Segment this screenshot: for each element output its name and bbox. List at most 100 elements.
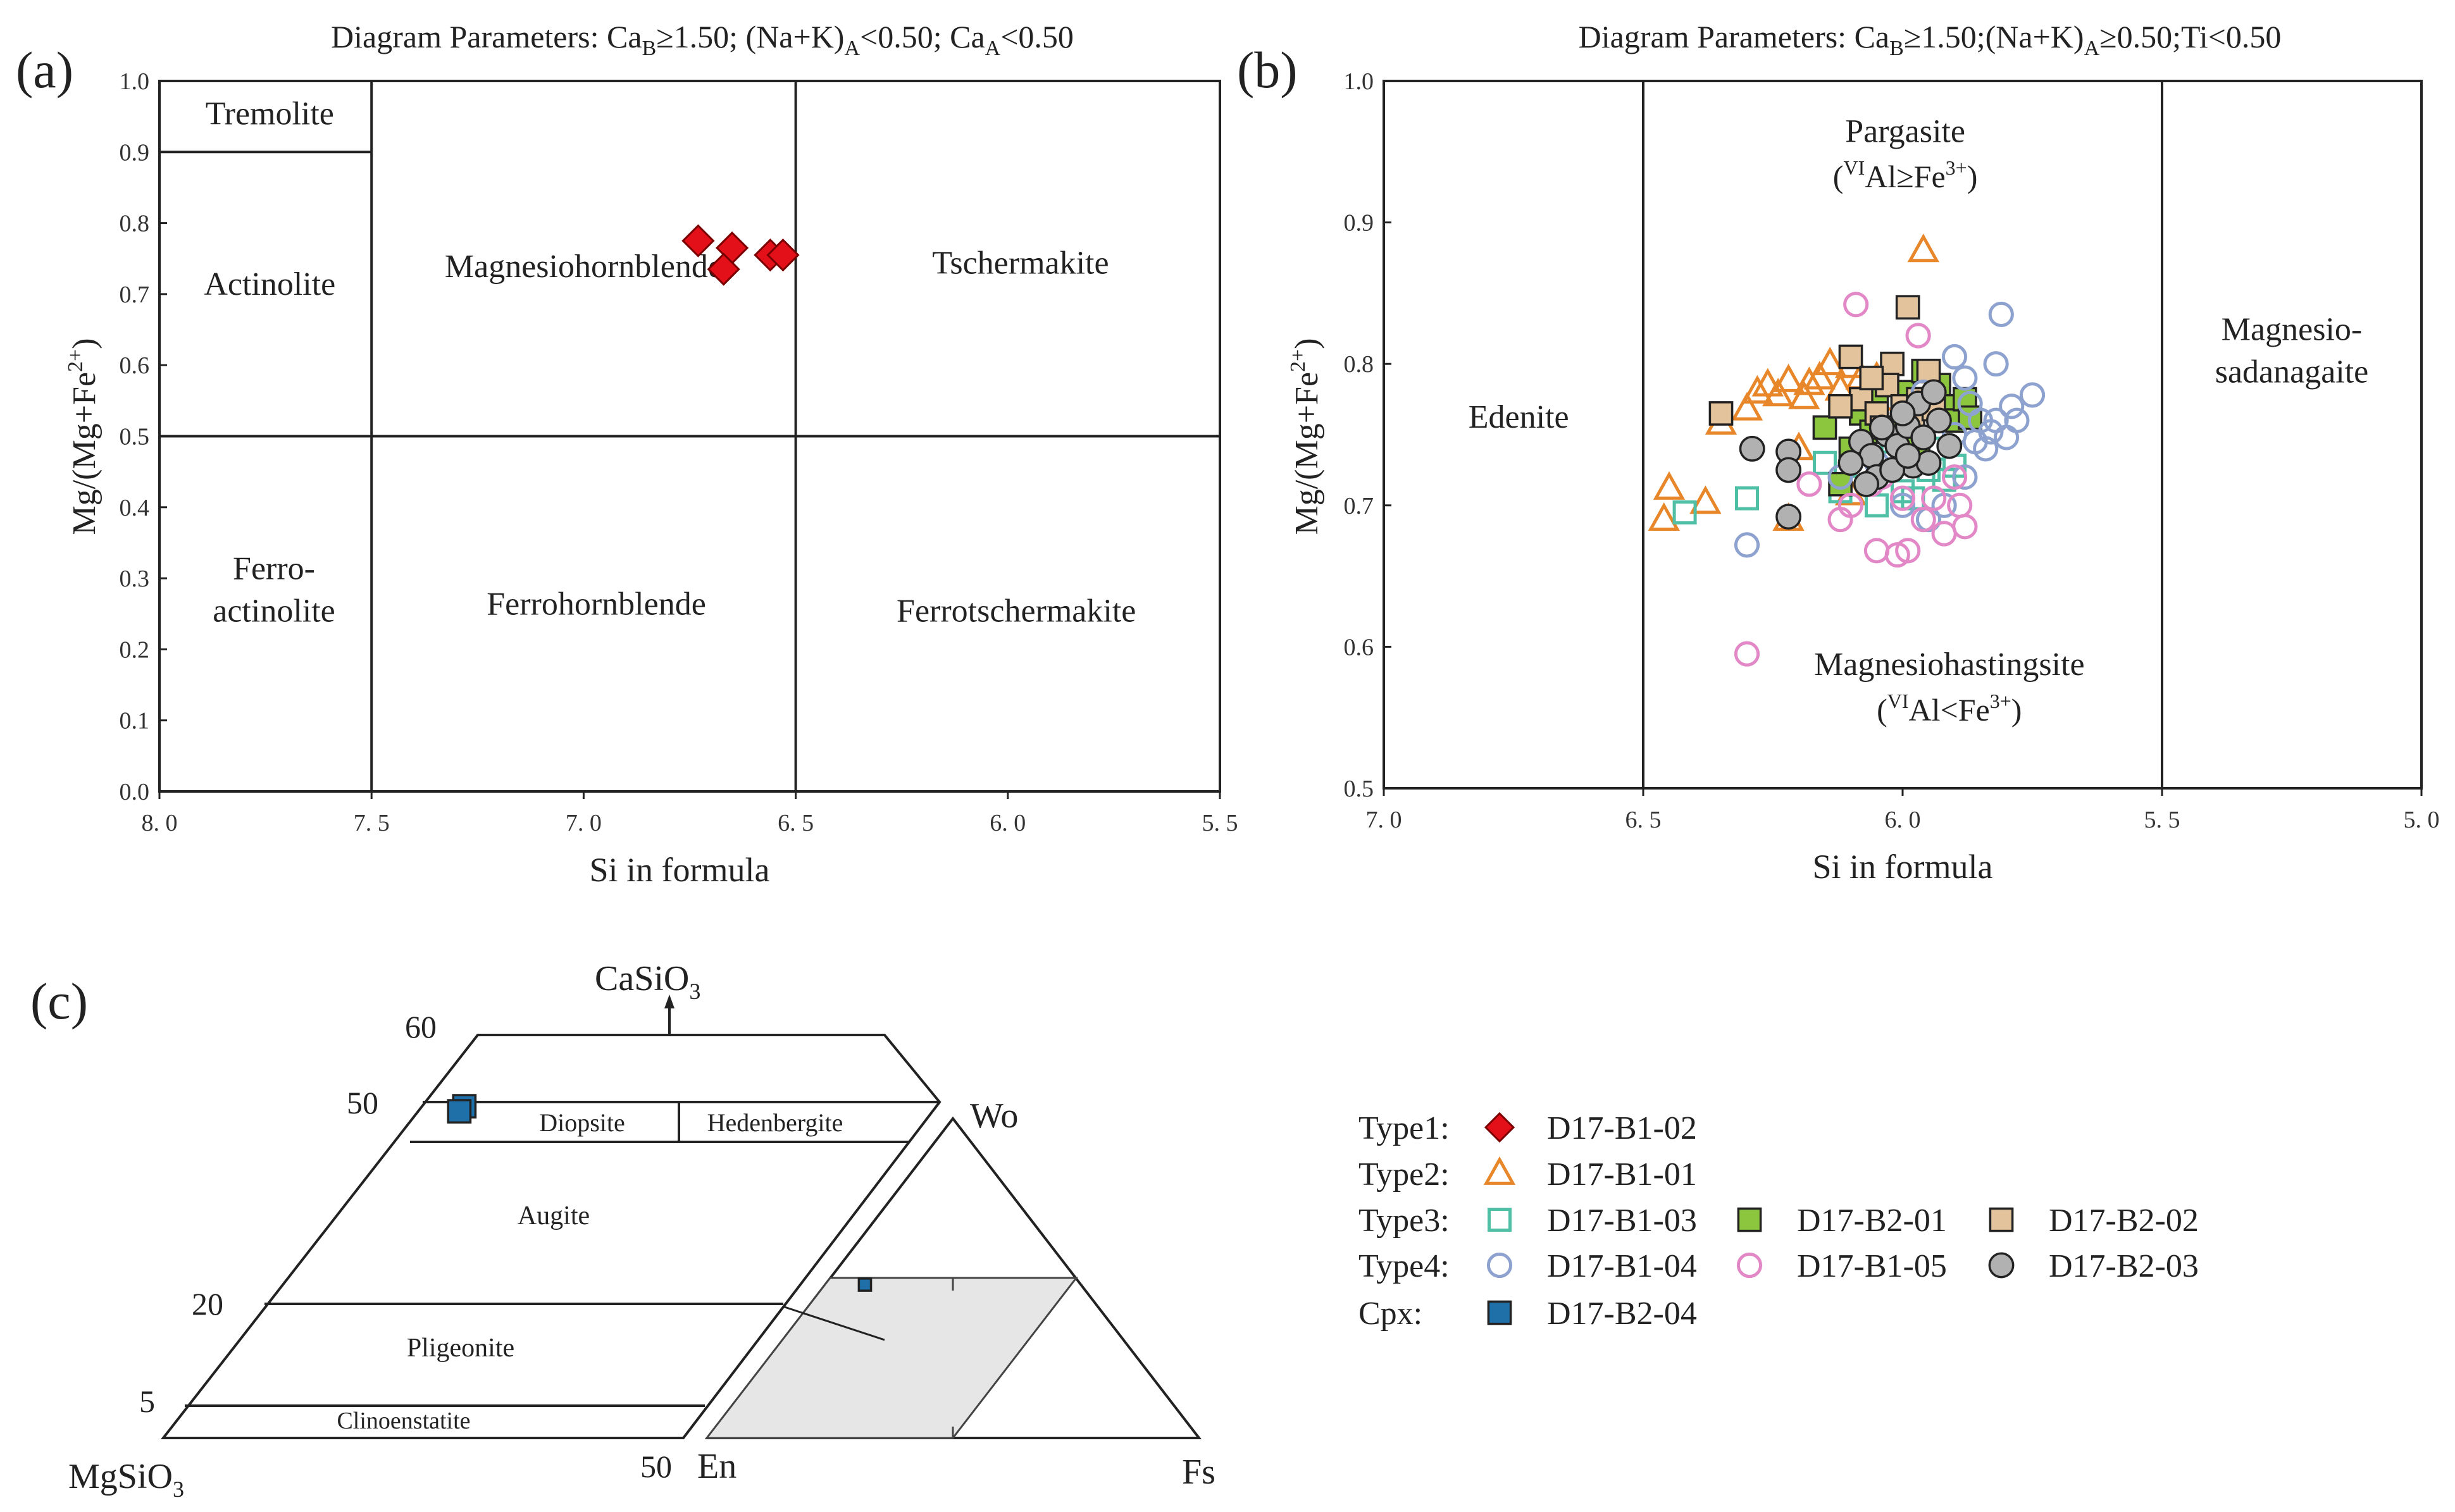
data-point-d17-b1-01: [1907, 233, 1939, 263]
legend-label-d17-b2-02: D17-B2-02: [2049, 1203, 2199, 1239]
data-point-d17-b2-02: [1880, 351, 1905, 376]
y-tick-label: 0.6: [1344, 634, 1374, 660]
y-tick-label: 1.0: [1344, 68, 1374, 95]
legend-marker-d17-b1-02: [1484, 1112, 1515, 1143]
panel-b-label: (b): [1237, 41, 1298, 99]
legend-marker-d17-b2-03: [1988, 1252, 2015, 1279]
legend-entry-d17-b2-01: D17-B2-01: [1737, 1203, 1947, 1239]
data-point-d17-b2-02: [1828, 393, 1853, 419]
field-label-edenite: Edenite: [1469, 399, 1569, 435]
data-point-d17-b1-05: [1905, 323, 1931, 349]
data-point-d17-b2-03: [1925, 407, 1952, 434]
data-point-d17-b1-05: [1843, 292, 1869, 318]
cpx-quad-point: [447, 1099, 472, 1124]
panel-b-field-labels: Edenite Pargasite Magnesiohastingsite Magne…: [1469, 113, 2368, 683]
legend-label-d17-b2-01: D17-B2-01: [1797, 1203, 1947, 1239]
panel-a-points: [681, 224, 800, 286]
data-point-d17-b1-03: [1672, 500, 1697, 524]
mgsio3-corner-label: MgSiO3: [68, 1457, 184, 1502]
legend-marker-d17-b1-04: [1486, 1252, 1513, 1279]
data-point-d17-b2-02: [1708, 401, 1734, 426]
y-tick-label: 0.9: [120, 139, 150, 166]
cpx-ternary-point: [857, 1277, 873, 1292]
panel-a-label: (a): [16, 41, 73, 99]
y-tick-label: 0.8: [120, 211, 150, 237]
y-tick-label: 0.4: [120, 495, 150, 521]
data-point-d17-b1-05: [1910, 507, 1936, 533]
y-tick-label: 0.5: [1344, 776, 1374, 802]
data-point-d17-b2-03: [1739, 435, 1765, 462]
legend-marker-d17-b1-05: [1736, 1252, 1763, 1279]
field-label-clinoenstatite: Clinoenstatite: [337, 1408, 470, 1434]
data-point-d17-b1-05: [1941, 464, 1968, 490]
data-point-d17-b1-04: [1988, 301, 2014, 328]
casio3-corner-label: CaSiO3: [595, 959, 700, 1004]
y-tick-label: 0.8: [1344, 351, 1374, 378]
data-point-d17-b1-05: [1952, 514, 1978, 540]
y-tick-label: 0.5: [120, 424, 150, 450]
data-point-d17-b1-04: [1889, 492, 1916, 518]
legend-marker-d17-b2-01: [1737, 1207, 1762, 1232]
y-tick-label: 0.3: [120, 566, 150, 592]
legend-label-d17-b1-04: D17-B1-04: [1547, 1248, 1697, 1284]
legend-entry-d17-b1-01: D17-B1-01: [1483, 1156, 1697, 1193]
legend-group-type4: Type4:: [1358, 1248, 1450, 1284]
x-tick-label: 7. 0: [566, 810, 602, 836]
y-tick-label: 0.0: [120, 779, 150, 805]
legend-group-type1: Type1:: [1358, 1110, 1450, 1146]
data-point-d17-b1-01: [1653, 471, 1686, 500]
data-point-d17-b1-01: [1751, 368, 1784, 397]
series-d17-b1-02: [681, 224, 800, 286]
field-label-actinolite: Actinolite: [204, 266, 335, 302]
x-tick-label: 6. 5: [778, 810, 814, 836]
panel-b-field-sublabels: (VIAl≥Fe3+) (VIAl<Fe3+): [1833, 156, 2022, 728]
data-point-d17-b1-02: [766, 239, 800, 272]
panel-a-x-axis-label: Si in formula: [590, 851, 770, 889]
scale-label-60: 60: [405, 1009, 437, 1044]
data-point-d17-b2-02: [1895, 295, 1920, 320]
ternary-pointer-arrow: [782, 1305, 885, 1341]
data-point-d17-b1-05: [1921, 485, 1947, 511]
data-point-d17-b1-04: [1941, 344, 1968, 370]
scale-label-50: 50: [347, 1085, 378, 1120]
field-label-diopsite: Diopsite: [539, 1108, 625, 1137]
ternary-corner-en: En: [697, 1447, 736, 1486]
data-point-d17-b1-01: [1648, 502, 1680, 531]
panel-b-title: Diagram Parameters: CaB≥1.50;(Na+K)A≥0.5…: [1579, 19, 2282, 60]
x-tick-label: 7. 5: [354, 810, 390, 836]
data-point-d17-b1-02: [707, 252, 740, 286]
data-point-d17-b1-04: [2004, 407, 2030, 433]
casio3-arrow-head: [664, 995, 674, 1008]
data-point-d17-b1-01: [1689, 485, 1722, 514]
data-point-d17-b1-01: [1762, 378, 1794, 407]
data-point-d17-b1-04: [1957, 390, 1983, 416]
data-point-d17-b1-03: [1865, 493, 1889, 517]
data-point-d17-b1-01: [1741, 375, 1774, 404]
data-point-d17-b1-04: [1983, 351, 2009, 377]
data-point-d17-b1-01: [1788, 380, 1820, 409]
scale-label-20: 20: [192, 1286, 223, 1322]
field-label-ferrotschermakite: Ferrotschermakite: [897, 593, 1136, 629]
data-point-d17-b1-05: [1863, 538, 1890, 564]
data-point-d17-b2-03: [1868, 414, 1895, 441]
panel-a-y-axis-label: Mg/(Mg+Fe2+): [64, 338, 103, 535]
panel-b-x-axis-label: Si in formula: [1813, 848, 1993, 886]
legend-entry-d17-b1-05: D17-B1-05: [1736, 1248, 1947, 1284]
panel-b-field-boundaries: [1642, 81, 2163, 788]
data-point-d17-b1-01: [1793, 366, 1825, 395]
legend-entry-d17-b1-04: D17-B1-04: [1486, 1248, 1697, 1284]
data-point-d17-b2-03: [1775, 457, 1802, 483]
x-tick-label: 5. 5: [2144, 807, 2180, 833]
panel-a-title: Diagram Parameters: CaB≥1.50; (Na+K)A<0.…: [331, 19, 1074, 60]
data-point-d17-b2-03: [1936, 433, 1963, 459]
x-tick-label: 6. 0: [990, 810, 1026, 836]
x-tick-label: 5. 0: [2404, 807, 2440, 833]
data-point-d17-b1-05: [1837, 492, 1864, 518]
data-point-d17-b1-04: [2019, 382, 2046, 408]
y-tick-label: 1.0: [120, 68, 150, 95]
panel-a-field-labels: Tremolite Actinolite Ferro-actinolite Magne…: [204, 96, 1136, 629]
panel-b-ticks: 7. 0 6. 5 6. 0 5. 5 5. 0 0.5 0.6 0.7 0.8 0.9 1.0: [1344, 68, 2440, 833]
x-tick-label: 5. 5: [1202, 810, 1238, 836]
legend-marker-d17-b1-01: [1483, 1156, 1516, 1185]
field-label-tremolite: Tremolite: [206, 96, 334, 132]
